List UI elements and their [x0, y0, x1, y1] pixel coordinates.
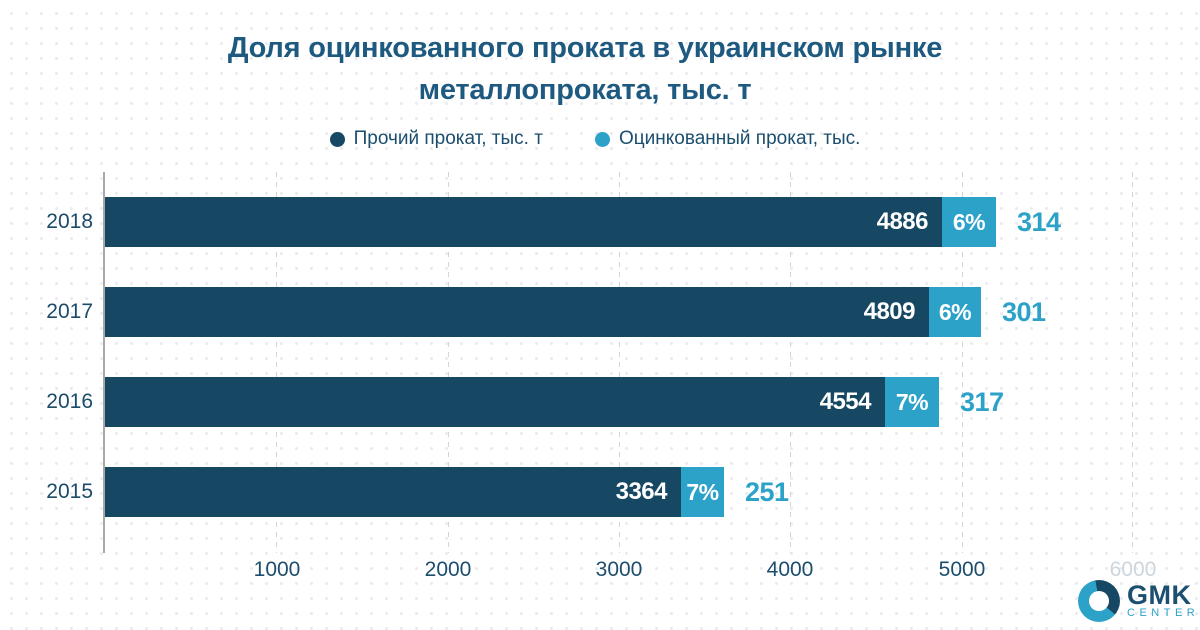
title-line-1: Доля оцинкованного проката в украинском … — [227, 32, 943, 64]
bar-value-galvanized: 301 — [1002, 296, 1046, 327]
y-axis-label-2015: 2015 — [46, 480, 93, 503]
gmk-donut-icon — [1078, 580, 1120, 622]
x-axis-tick-1000: 1000 — [253, 558, 301, 581]
legend: Прочий прокат, тыс. т Оцинкованный прока… — [0, 128, 1190, 150]
legend-item-other: Прочий прокат, тыс. т — [329, 128, 543, 150]
gmk-logo-name: GMK — [1127, 580, 1192, 610]
bar-row-2015: 3364 7% 251 — [105, 467, 789, 517]
gridline-5000 — [962, 172, 963, 553]
y-axis-label-2017: 2017 — [46, 300, 93, 323]
bar-row-2017: 4809 6% 301 — [105, 287, 1046, 337]
bar-galvanized-2015: 7% — [681, 467, 724, 517]
gridline-3000 — [619, 172, 620, 553]
bar-row-2018: 4886 6% 314 — [105, 197, 1061, 247]
x-axis-tick-3000: 3000 — [595, 558, 643, 581]
bar-other-2017: 4809 — [105, 287, 929, 337]
x-axis-tick-5000: 5000 — [938, 558, 986, 581]
y-axis-label-2018: 2018 — [46, 210, 93, 233]
bar-percent-label: 7% — [686, 478, 719, 505]
x-axis-tick-6000: 6000 — [1109, 558, 1157, 581]
y-axis-line — [103, 172, 105, 553]
bar-value-other: 3364 — [615, 478, 668, 505]
legend-label-galvanized: Оцинкованный прокат, тыс. — [618, 128, 861, 149]
bar-row-2016: 4554 7% 317 — [105, 377, 1004, 427]
bar-value-galvanized: 317 — [960, 386, 1004, 417]
plot-area: 4886 6% 314 4809 6% 301 4554 7% 317 — [103, 172, 1133, 553]
bar-value-other: 4809 — [863, 298, 916, 325]
bar-percent-label: 6% — [952, 208, 986, 235]
bar-galvanized-2017: 6% — [929, 287, 981, 337]
bar-other-2018: 4886 — [105, 197, 942, 247]
title-line-2: металлопроката, тыс. т — [418, 74, 752, 106]
bar-value-galvanized: 314 — [1017, 206, 1061, 237]
gridline-4000 — [790, 172, 791, 553]
gridline-2000 — [448, 172, 449, 553]
bar-other-2015: 3364 — [105, 467, 681, 517]
page-title: Доля оцинкованного проката в украинском … — [0, 27, 1170, 111]
legend-dot-light-icon — [594, 131, 610, 147]
bar-galvanized-2016: 7% — [885, 377, 939, 427]
gmk-logo-subname: CENTER — [1127, 607, 1200, 619]
gmk-center-logo: GMK CENTER — [1078, 580, 1199, 622]
bar-value-other: 4886 — [876, 208, 929, 235]
gridline-1000 — [276, 172, 277, 553]
x-axis-tick-4000: 4000 — [766, 558, 814, 581]
bar-galvanized-2018: 6% — [942, 197, 996, 247]
bar-percent-label: 6% — [938, 298, 972, 325]
y-axis-label-2016: 2016 — [46, 390, 93, 413]
gmk-logo-text: GMK CENTER — [1127, 580, 1200, 620]
bar-other-2016: 4554 — [105, 377, 885, 427]
legend-label-other: Прочий прокат, тыс. т — [353, 128, 543, 149]
legend-dot-dark-icon — [329, 131, 345, 147]
x-axis-tick-2000: 2000 — [424, 558, 472, 581]
bar-percent-label: 7% — [895, 388, 929, 415]
bar-value-other: 4554 — [819, 388, 872, 415]
bar-value-galvanized: 251 — [745, 476, 789, 507]
gridline-6000 — [1132, 172, 1133, 553]
legend-item-galvanized: Оцинкованный прокат, тыс. — [594, 128, 861, 150]
